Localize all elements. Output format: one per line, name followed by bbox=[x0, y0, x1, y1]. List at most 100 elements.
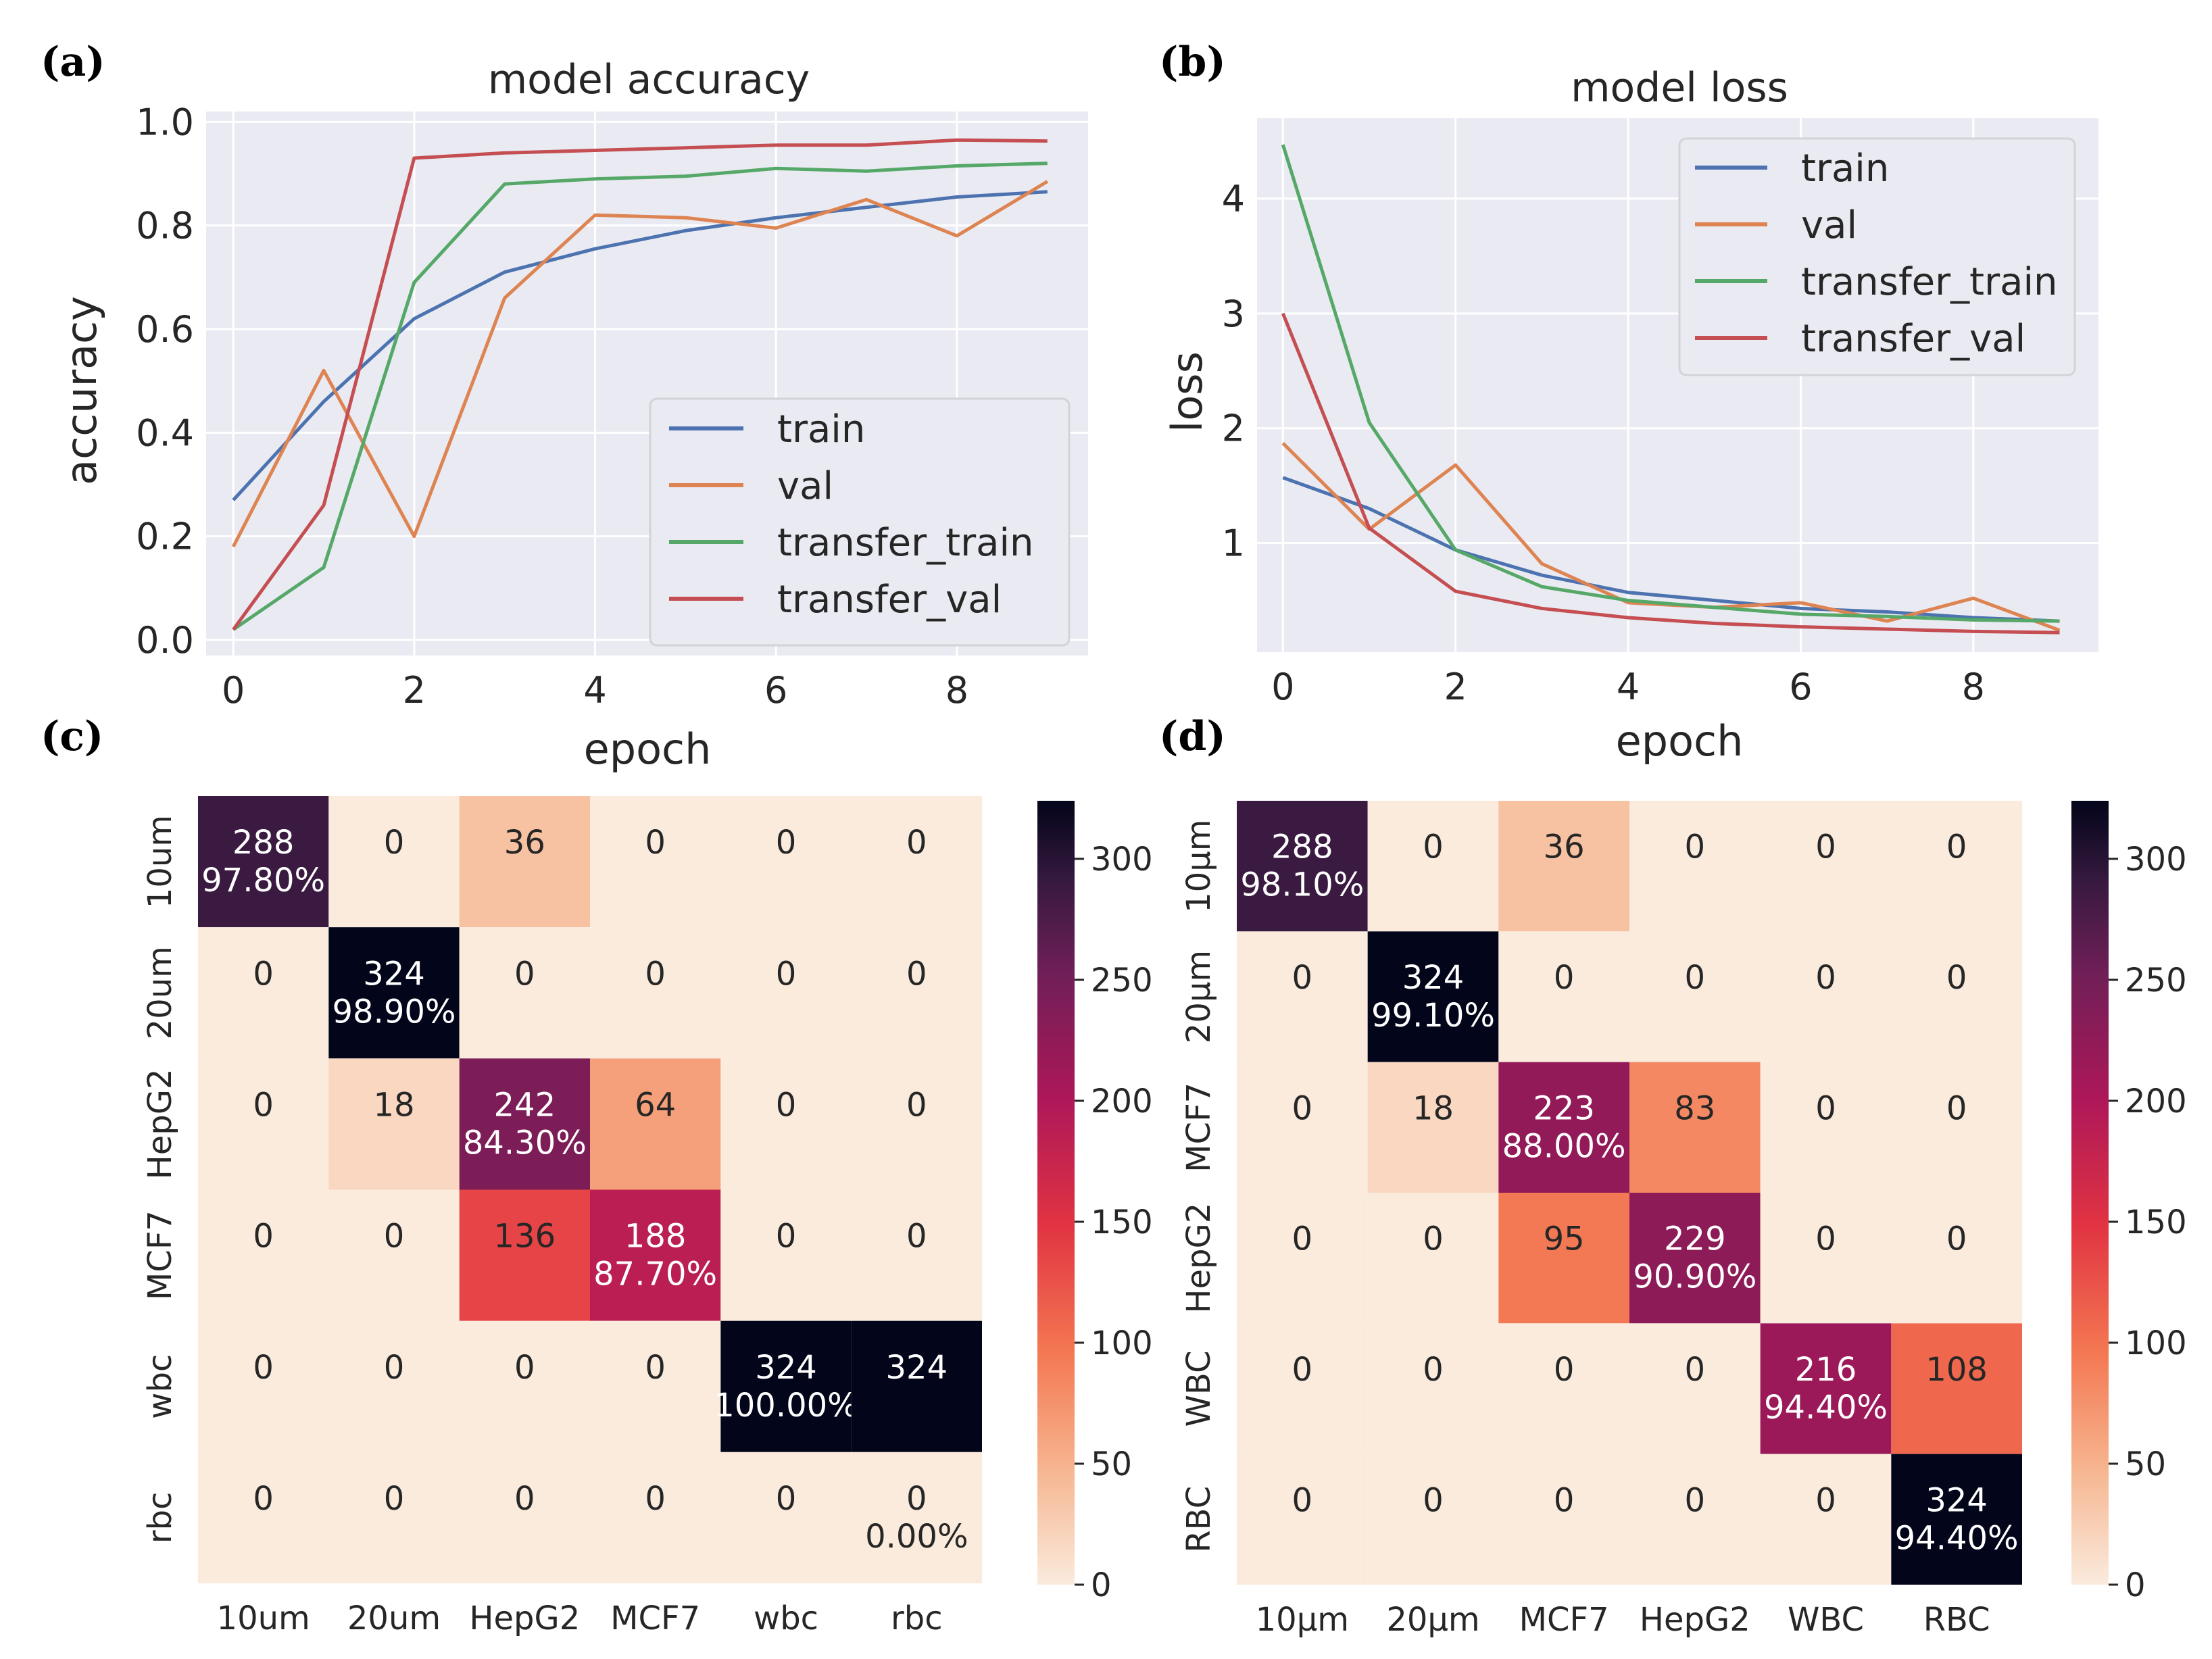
matrix-c-cell bbox=[198, 927, 329, 1059]
matrix-d-cell-count: 0 bbox=[1946, 828, 1967, 866]
matrix-c-cell-count: 324 bbox=[363, 955, 425, 993]
loss-x-tick-label: 2 bbox=[1444, 666, 1467, 708]
accuracy-x-tick-label: 4 bbox=[583, 669, 606, 712]
matrix-d-cell-count: 216 bbox=[1795, 1351, 1857, 1389]
matrix-d-cell-percent: 99.10% bbox=[1371, 997, 1495, 1035]
matrix-d-y-category-label: HepG2 bbox=[1180, 1203, 1218, 1314]
accuracy-y-tick-label: 0.6 bbox=[136, 308, 194, 351]
matrix-c-cell-count: 0 bbox=[384, 824, 405, 862]
matrix-c-cell bbox=[590, 1320, 721, 1452]
matrix-c-cell-count: 0 bbox=[776, 955, 797, 993]
matrix-d-cell-count: 0 bbox=[1685, 828, 1706, 866]
matrix-d-cell-count: 0 bbox=[1423, 1351, 1444, 1389]
loss-line-train bbox=[1282, 476, 2060, 623]
accuracy-chart-title: model accuracy bbox=[488, 56, 810, 103]
matrix-d-cell-count: 0 bbox=[1423, 1220, 1444, 1258]
matrix-c-cell-count: 0 bbox=[906, 824, 927, 862]
matrix-c-cell-count: 0 bbox=[645, 955, 666, 993]
matrix-d-cell-count: 0 bbox=[1685, 1481, 1706, 1519]
matrix-d-cell-count: 324 bbox=[1925, 1481, 1988, 1519]
matrix-c-cell-count: 0 bbox=[906, 1218, 927, 1256]
matrix-c-cell bbox=[459, 1058, 590, 1190]
matrix-d-cell bbox=[1891, 1193, 2022, 1324]
matrix-c-cell bbox=[198, 1189, 329, 1321]
matrix-c-cell-percent: 97.80% bbox=[201, 862, 325, 899]
matrix-c-cell-count: 0 bbox=[776, 1480, 797, 1518]
matrix-c-cell bbox=[720, 1452, 852, 1583]
matrix-d-colorbar-tick-label: 0 bbox=[2125, 1566, 2146, 1604]
matrix-d-cell-count: 36 bbox=[1544, 828, 1585, 866]
matrix-c-cell bbox=[459, 927, 590, 1059]
matrix-c-y-category-label: MCF7 bbox=[141, 1210, 179, 1300]
loss-ticks: 0 2 4 6 8 1 2 3 4 bbox=[1222, 178, 1985, 708]
matrix-c-cell bbox=[328, 1189, 460, 1321]
loss-line-transfer-val bbox=[1281, 312, 2060, 635]
matrix-c-cell bbox=[328, 796, 460, 928]
accuracy-line-transfer-val bbox=[232, 138, 1048, 631]
matrix-c-cell bbox=[851, 1189, 982, 1321]
matrix-c-cell-count: 18 bbox=[373, 1086, 414, 1124]
matrix-d-colorbar-gradient bbox=[2071, 801, 2109, 1585]
matrix-d-cell-count: 0 bbox=[1554, 1481, 1575, 1519]
accuracy-x-tick-label: 8 bbox=[945, 669, 968, 712]
accuracy-legend: train val transfer_train transfer_val bbox=[649, 397, 1071, 647]
matrix-c-cell-percent: 0.00% bbox=[865, 1518, 968, 1556]
matrix-c-cell bbox=[590, 1058, 721, 1190]
matrix-c-cell-count: 64 bbox=[635, 1086, 676, 1124]
matrix-d-cell-count: 0 bbox=[1946, 1089, 1967, 1127]
matrix-c-y-category-label: rbc bbox=[141, 1492, 179, 1544]
matrix-c-cell-count: 288 bbox=[232, 824, 295, 862]
matrix-c-cell-count: 0 bbox=[384, 1349, 405, 1387]
colorbar-c: 0 50 100 150 200 250 300 bbox=[1037, 801, 1153, 1604]
matrix-c-cell-count: 0 bbox=[253, 1480, 274, 1518]
accuracy-y-tick-label: 0.0 bbox=[136, 619, 194, 662]
accuracy-legend-transfer-train-label: transfer_train bbox=[777, 521, 1034, 565]
matrix-c-cell bbox=[198, 1452, 329, 1583]
matrix-d-x-category-label: RBC bbox=[1923, 1601, 1990, 1639]
matrix-c-cell bbox=[720, 1320, 852, 1452]
matrix-d-cell bbox=[1237, 931, 1368, 1062]
matrix-c-cell bbox=[720, 1189, 852, 1321]
loss-y-tick-label: 2 bbox=[1222, 407, 1245, 450]
matrix-d-cell bbox=[1891, 1062, 2022, 1193]
matrix-c-cell-count: 324 bbox=[886, 1349, 948, 1387]
matrix-d-cell bbox=[1760, 801, 1892, 932]
matrix-d-cell bbox=[1237, 1193, 1368, 1324]
matrix-c-cell bbox=[851, 927, 982, 1059]
matrix-c-cell bbox=[459, 1189, 590, 1321]
matrix-d-cell-count: 0 bbox=[1685, 959, 1706, 997]
matrix-c-x-category-label: MCF7 bbox=[610, 1600, 700, 1637]
loss-legend-transfer-val-label: transfer_val bbox=[1801, 317, 2025, 361]
matrix-d-cell bbox=[1891, 1323, 2022, 1454]
matrix-d-x-category-label: HepG2 bbox=[1640, 1601, 1750, 1639]
matrix-d-cell-count: 95 bbox=[1544, 1220, 1585, 1258]
matrix-d-cell bbox=[1237, 801, 1368, 932]
matrix-c-x-category-label: wbc bbox=[754, 1600, 818, 1637]
loss-x-label: epoch bbox=[1616, 716, 1744, 766]
matrix-d-cell bbox=[1367, 1062, 1499, 1193]
matrix-d-cell-count: 0 bbox=[1815, 828, 1836, 866]
matrix-c-cell bbox=[328, 1452, 460, 1583]
matrix-c-cell bbox=[720, 927, 852, 1059]
matrix-c-cell-count: 0 bbox=[645, 1480, 666, 1518]
matrix-c-cell bbox=[590, 927, 721, 1059]
accuracy-y-tick-label: 0.2 bbox=[136, 516, 194, 558]
matrix-c-cell-count: 0 bbox=[514, 955, 535, 993]
matrix-c-colorbar-tick-label: 200 bbox=[1091, 1083, 1153, 1120]
matrix-c-cell bbox=[590, 1189, 721, 1321]
matrix-d-cell-count: 0 bbox=[1292, 1220, 1313, 1258]
matrix-d-y-category-label: 20μm bbox=[1180, 950, 1218, 1043]
matrix-c-cell-count: 0 bbox=[253, 1349, 274, 1387]
matrix-d-cell-count: 0 bbox=[1423, 1481, 1444, 1519]
matrix-d-cell bbox=[1237, 1062, 1368, 1193]
loss-y-tick-label: 4 bbox=[1222, 178, 1245, 220]
matrix-d-cell-count: 18 bbox=[1412, 1089, 1454, 1127]
matrix-c-cell bbox=[198, 1320, 329, 1452]
matrix-c-cell-percent: 87.70% bbox=[593, 1256, 717, 1293]
matrix-c-cell bbox=[459, 796, 590, 928]
matrix-d-cell-count: 0 bbox=[1292, 1351, 1313, 1389]
matrix-d-cell bbox=[1237, 1454, 1368, 1585]
matrix-c-y-category-label: 20um bbox=[141, 946, 179, 1039]
